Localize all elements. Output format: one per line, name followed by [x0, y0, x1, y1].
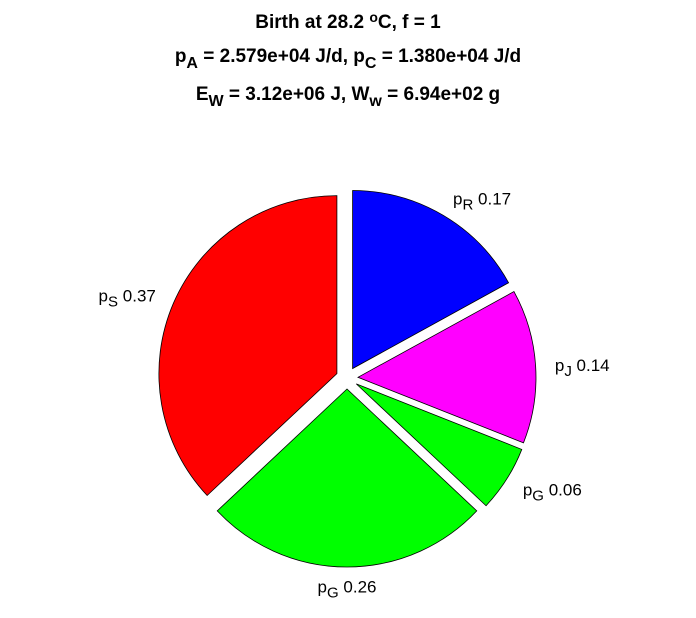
title-text: = 2.579e+04 J/d, p — [198, 46, 365, 67]
label-value: 0.17 — [478, 190, 511, 209]
slice-label: pG 0.26 — [318, 577, 377, 601]
title-text: E — [196, 84, 209, 105]
chart-title: Birth at 28.2 oC, f = 1 — [255, 9, 441, 33]
superscript: o — [369, 9, 378, 25]
title-text: = 3.12e+06 J, W — [224, 84, 370, 105]
chart-title: EW = 3.12e+06 J, Ww = 6.94e+02 g — [196, 84, 500, 110]
subscript: G — [327, 585, 339, 602]
slice-label: pJ 0.14 — [555, 356, 610, 380]
pie-slice — [357, 291, 537, 444]
subscript: C — [365, 55, 377, 72]
subscript: J — [564, 363, 572, 380]
title-text: = 6.94e+02 g — [382, 84, 500, 105]
subscript: W — [209, 93, 225, 110]
chart-title: pA = 2.579e+04 J/d, pC = 1.380e+04 J/d — [175, 46, 521, 72]
slice-label: pS 0.37 — [99, 286, 156, 310]
label-value: 0.06 — [549, 481, 582, 500]
label-value: 0.37 — [123, 286, 156, 305]
label-name: p — [318, 577, 327, 596]
label-value: 0.26 — [343, 577, 376, 596]
label-name: p — [555, 356, 564, 375]
pie-slice — [216, 388, 478, 568]
subscript: R — [462, 197, 473, 214]
slice-label: pR 0.17 — [453, 190, 511, 214]
label-name: p — [523, 481, 532, 500]
title-text: = 1.380e+04 J/d — [376, 46, 521, 67]
subscript: A — [186, 55, 198, 72]
pie-slice — [356, 383, 523, 507]
subscript: S — [108, 294, 118, 311]
pie-slice — [158, 195, 338, 497]
subscript: G — [532, 488, 544, 505]
label-name: p — [99, 286, 108, 305]
title-text: p — [175, 46, 187, 67]
label-value: 0.14 — [577, 356, 610, 375]
title-text: C, f = 1 — [378, 12, 441, 33]
title-text: Birth at 28.2 — [255, 12, 369, 33]
label-name: p — [453, 190, 462, 209]
subscript: w — [368, 93, 382, 110]
slice-label: pG 0.06 — [523, 481, 582, 505]
pie-slice — [352, 190, 510, 370]
